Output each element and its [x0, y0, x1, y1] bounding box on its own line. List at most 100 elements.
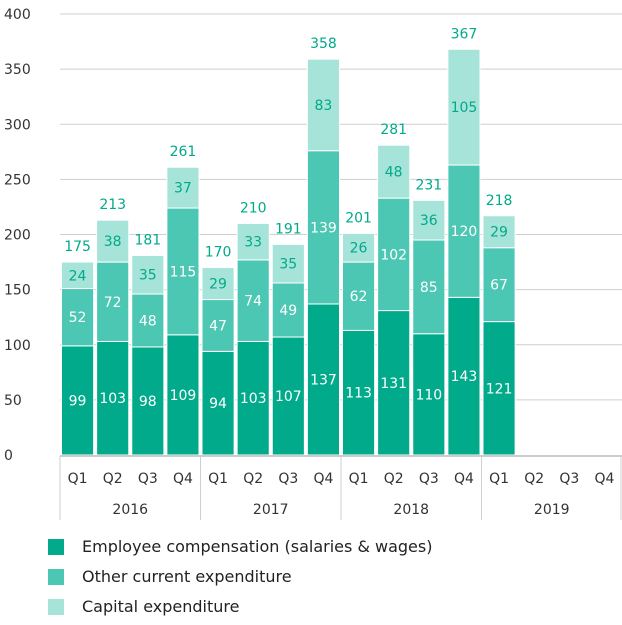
data-label: 99	[69, 393, 87, 409]
data-label: 33	[244, 235, 262, 251]
legend-label-capital-expenditure: Capital expenditure	[82, 597, 240, 616]
x-axis: Q1 Q2 Q3 Q4 Q1 Q2 Q3 Q4 Q1 Q2 Q3 Q4 Q1 Q2 Q3 Q4 2016 2017…	[59, 455, 622, 520]
bar-segment	[377, 310, 411, 456]
bar-segment	[306, 150, 340, 305]
bar-segment	[377, 144, 411, 199]
data-label: 37	[174, 181, 192, 197]
y-axis: 0 50 100 150 200 250 300 350 400	[4, 7, 31, 464]
stacked-bar-chart: 0 50 100 150 200 250 300 350 400 99 52 24 175 103 72 3…	[4, 7, 622, 520]
bar-segment	[236, 222, 270, 261]
total-label: 175	[64, 239, 91, 255]
data-label: 131	[380, 376, 407, 392]
y-tick-label: 0	[4, 448, 13, 464]
bar-segment	[377, 197, 411, 312]
total-label: 261	[170, 144, 197, 160]
data-label: 36	[420, 213, 438, 229]
x-tick-label: Q2	[243, 471, 263, 487]
bar-segment	[271, 243, 305, 284]
y-tick-label: 400	[4, 7, 31, 23]
bar-segment	[236, 259, 270, 342]
data-label: 98	[139, 394, 157, 410]
x-tick-label: Q2	[103, 471, 123, 487]
data-label: 105	[451, 100, 478, 116]
total-label: 218	[486, 193, 513, 209]
year-label: 2016	[112, 502, 148, 518]
x-tick-label: Q3	[559, 471, 579, 487]
bar-segment	[131, 254, 165, 295]
data-label: 29	[209, 277, 227, 293]
x-tick-label: Q1	[489, 471, 509, 487]
total-label: 210	[240, 200, 267, 216]
bar-segment	[166, 166, 200, 209]
data-label: 107	[275, 389, 302, 405]
bar-segment	[342, 329, 376, 456]
bar-segment	[131, 293, 165, 348]
data-label: 120	[451, 224, 478, 240]
bar-segment	[306, 58, 340, 152]
data-label: 48	[139, 313, 157, 329]
x-tick-label: Q4	[313, 471, 333, 487]
data-label: 49	[279, 303, 297, 319]
x-tick-label: Q3	[138, 471, 158, 487]
data-label: 83	[315, 98, 333, 114]
y-tick-label: 250	[4, 172, 31, 188]
data-label: 139	[310, 220, 337, 236]
y-tick-label: 300	[4, 117, 31, 133]
bar-segment	[166, 334, 200, 456]
x-tick-label: Q4	[454, 471, 474, 487]
data-label: 94	[209, 396, 227, 412]
data-label: 38	[104, 234, 122, 250]
total-label: 181	[134, 232, 161, 248]
legend-label-other-current-expenditure: Other current expenditure	[82, 567, 292, 586]
total-label: 191	[275, 221, 302, 237]
year-label: 2018	[393, 502, 429, 518]
legend-swatch-capital-expenditure	[48, 599, 64, 615]
legend-swatch-employee-compensation	[48, 539, 64, 555]
total-label: 170	[205, 245, 232, 261]
total-label: 231	[415, 177, 442, 193]
bar-segment	[61, 261, 95, 290]
x-tick-label: Q2	[524, 471, 544, 487]
data-label: 85	[420, 280, 438, 296]
y-tick-label: 200	[4, 228, 31, 244]
y-tick-label: 100	[4, 338, 31, 354]
data-label: 62	[350, 289, 368, 305]
bar-segment	[412, 199, 446, 241]
total-label: 201	[345, 210, 372, 226]
bar-segment	[482, 247, 516, 323]
data-label: 103	[99, 391, 126, 407]
bar-segment	[482, 215, 516, 249]
y-tick-label: 350	[4, 62, 31, 78]
bar-segment	[96, 219, 130, 263]
legend-label-employee-compensation: Employee compensation (salaries & wages)	[82, 537, 433, 556]
x-tick-label: Q4	[173, 471, 193, 487]
data-label: 35	[279, 257, 297, 273]
x-tick-label: Q1	[349, 471, 369, 487]
data-label: 121	[486, 381, 513, 397]
data-label: 52	[69, 310, 87, 326]
data-label: 143	[451, 369, 478, 385]
data-label: 24	[69, 268, 87, 284]
data-label: 67	[490, 278, 508, 294]
x-tick-label: Q4	[594, 471, 614, 487]
data-label: 137	[310, 372, 337, 388]
y-tick-label: 50	[4, 393, 22, 409]
bar-segment	[447, 48, 481, 166]
data-label: 74	[244, 294, 262, 310]
bar-segment	[482, 321, 516, 456]
data-label: 115	[170, 264, 197, 280]
x-tick-label: Q2	[384, 471, 404, 487]
year-label: 2019	[534, 502, 570, 518]
data-label: 29	[490, 225, 508, 241]
x-tick-label: Q3	[278, 471, 298, 487]
total-label: 281	[380, 122, 407, 138]
y-tick-label: 150	[4, 283, 31, 299]
data-label: 110	[415, 387, 442, 403]
data-label: 47	[209, 318, 227, 334]
year-label: 2017	[253, 502, 289, 518]
bar-segment	[96, 261, 130, 342]
x-tick-label: Q3	[419, 471, 439, 487]
bars: 9952241751037238213984835181109115372619…	[61, 26, 516, 456]
data-label: 48	[385, 165, 403, 181]
data-label: 26	[350, 241, 368, 257]
